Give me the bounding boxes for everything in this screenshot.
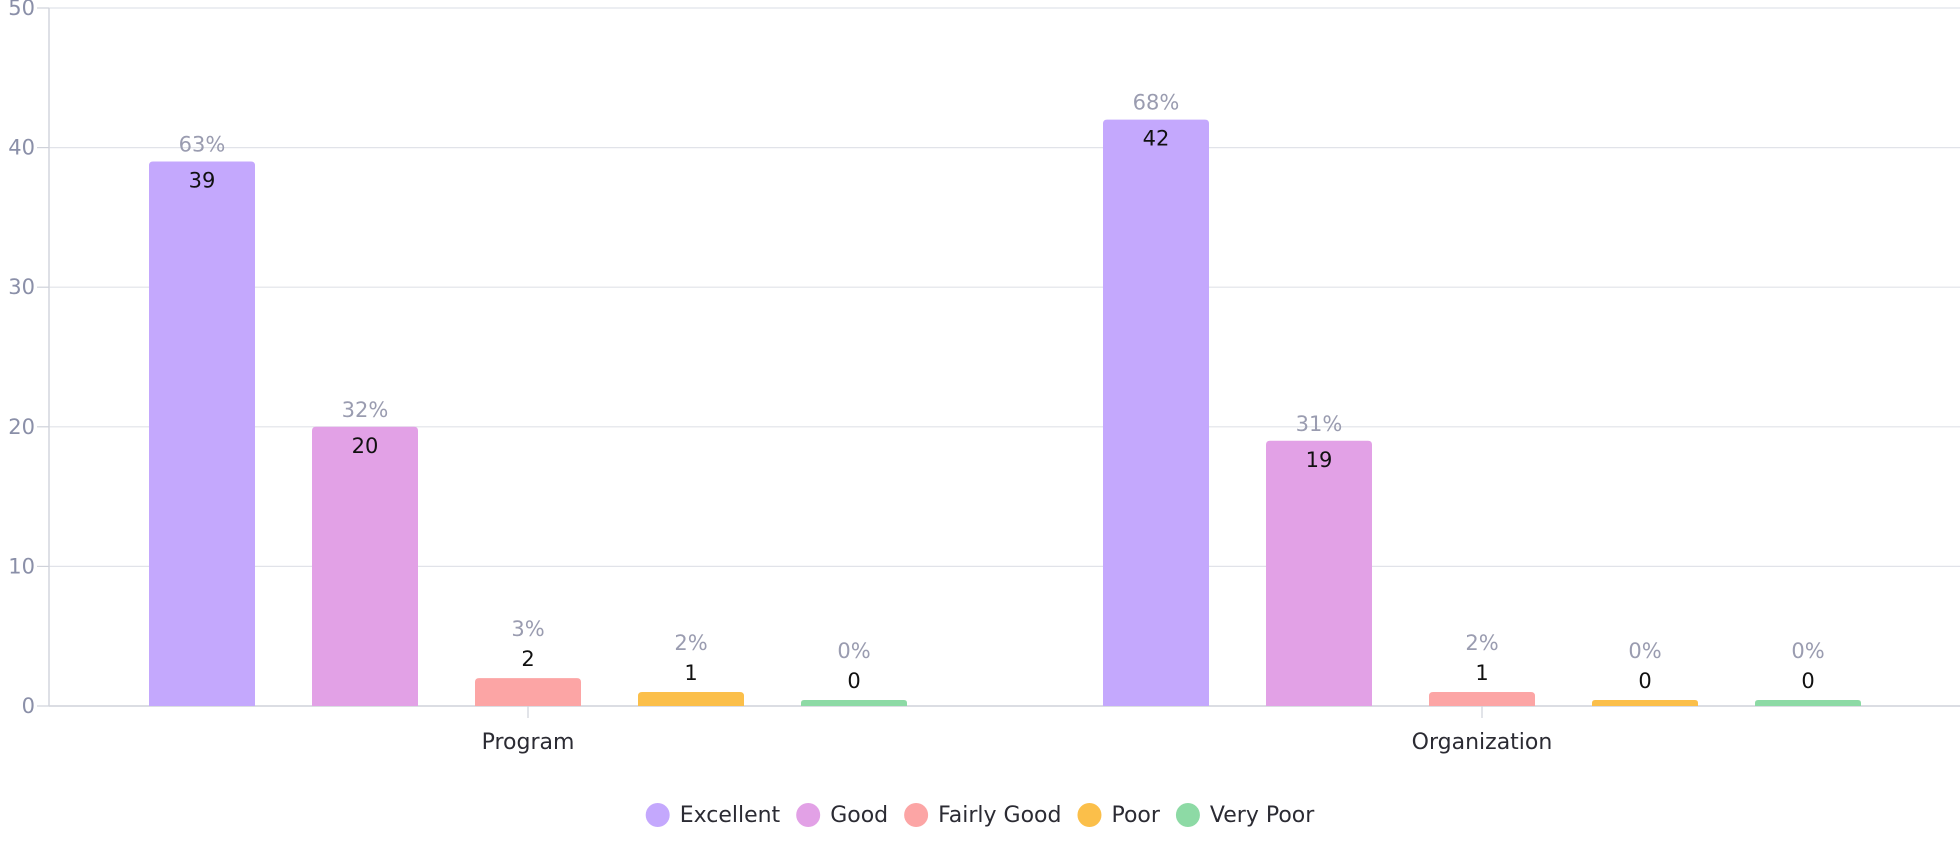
legend-label: Fairly Good (938, 803, 1061, 828)
y-tick-label: 50 (8, 0, 35, 20)
legend-item-excellent[interactable]: Excellent (645, 803, 781, 828)
legend[interactable]: Excellent Good Fairly Good Poor Very Poor (645, 803, 1316, 828)
bar-very-poor-organization[interactable] (1755, 700, 1861, 706)
bar-percent-label: 2% (674, 631, 707, 655)
bar-value-label: 19 (1306, 448, 1333, 472)
legend-label: Excellent (680, 803, 781, 828)
bar-excellent-organization[interactable] (1103, 119, 1209, 707)
bar-fairly-good-program[interactable] (475, 678, 581, 706)
bar-value-label: 2 (521, 647, 534, 671)
bar-percent-label: 3% (511, 617, 544, 641)
legend-swatch (796, 803, 821, 827)
x-category-label: Organization (1412, 730, 1553, 755)
y-tick-label: 10 (8, 554, 35, 578)
legend-item-very-poor[interactable]: Very Poor (1175, 803, 1315, 828)
y-tick-label: 20 (8, 415, 35, 439)
data-labels: 39 63% 20 32% 2 3% 1 2% 0 0% 42 68% 19 31% 1 2% 0 0% 0 0% (179, 91, 1825, 693)
legend-swatch (904, 803, 929, 827)
bar-percent-label: 0% (1791, 639, 1824, 663)
y-tick-label: 0 (22, 694, 35, 718)
bar-value-label: 1 (684, 661, 697, 685)
legend-label: Good (830, 803, 888, 828)
legend-item-poor[interactable]: Poor (1077, 803, 1161, 828)
legend-swatch (1077, 803, 1102, 827)
bar-value-label: 39 (189, 169, 216, 193)
x-axis: Program Organization (482, 706, 1553, 755)
bar-percent-label: 63% (179, 133, 226, 157)
bar-value-label: 0 (1801, 669, 1814, 693)
bar-good-program[interactable] (312, 426, 418, 706)
bars (149, 119, 1861, 707)
legend-item-good[interactable]: Good (796, 803, 888, 828)
bar-percent-label: 32% (342, 398, 389, 422)
bar-percent-label: 2% (1465, 631, 1498, 655)
bar-poor-program[interactable] (638, 692, 744, 706)
legend-label: Poor (1111, 803, 1160, 828)
legend-item-fairly-good[interactable]: Fairly Good (904, 803, 1061, 828)
bar-very-poor-program[interactable] (801, 700, 907, 706)
bar-excellent-program[interactable] (149, 161, 255, 706)
bar-percent-label: 31% (1296, 412, 1343, 436)
y-tick-label: 40 (8, 136, 35, 160)
bar-value-label: 0 (847, 669, 860, 693)
bar-fairly-good-organization[interactable] (1429, 692, 1535, 706)
bar-percent-label: 0% (1628, 639, 1661, 663)
bar-value-label: 42 (1143, 127, 1170, 151)
bar-poor-organization[interactable] (1592, 700, 1698, 706)
x-category-label: Program (482, 730, 575, 755)
bar-percent-label: 0% (837, 639, 870, 663)
bar-percent-label: 68% (1133, 91, 1180, 115)
legend-swatch (645, 803, 670, 827)
bar-value-label: 0 (1638, 669, 1651, 693)
bar-value-label: 20 (352, 434, 379, 458)
y-axis: 0 10 20 30 40 50 (8, 0, 50, 718)
legend-swatch (1175, 803, 1200, 827)
bar-good-organization[interactable] (1266, 440, 1372, 706)
bar-value-label: 1 (1475, 661, 1488, 685)
legend-label: Very Poor (1210, 803, 1315, 828)
y-tick-label: 30 (8, 275, 35, 299)
